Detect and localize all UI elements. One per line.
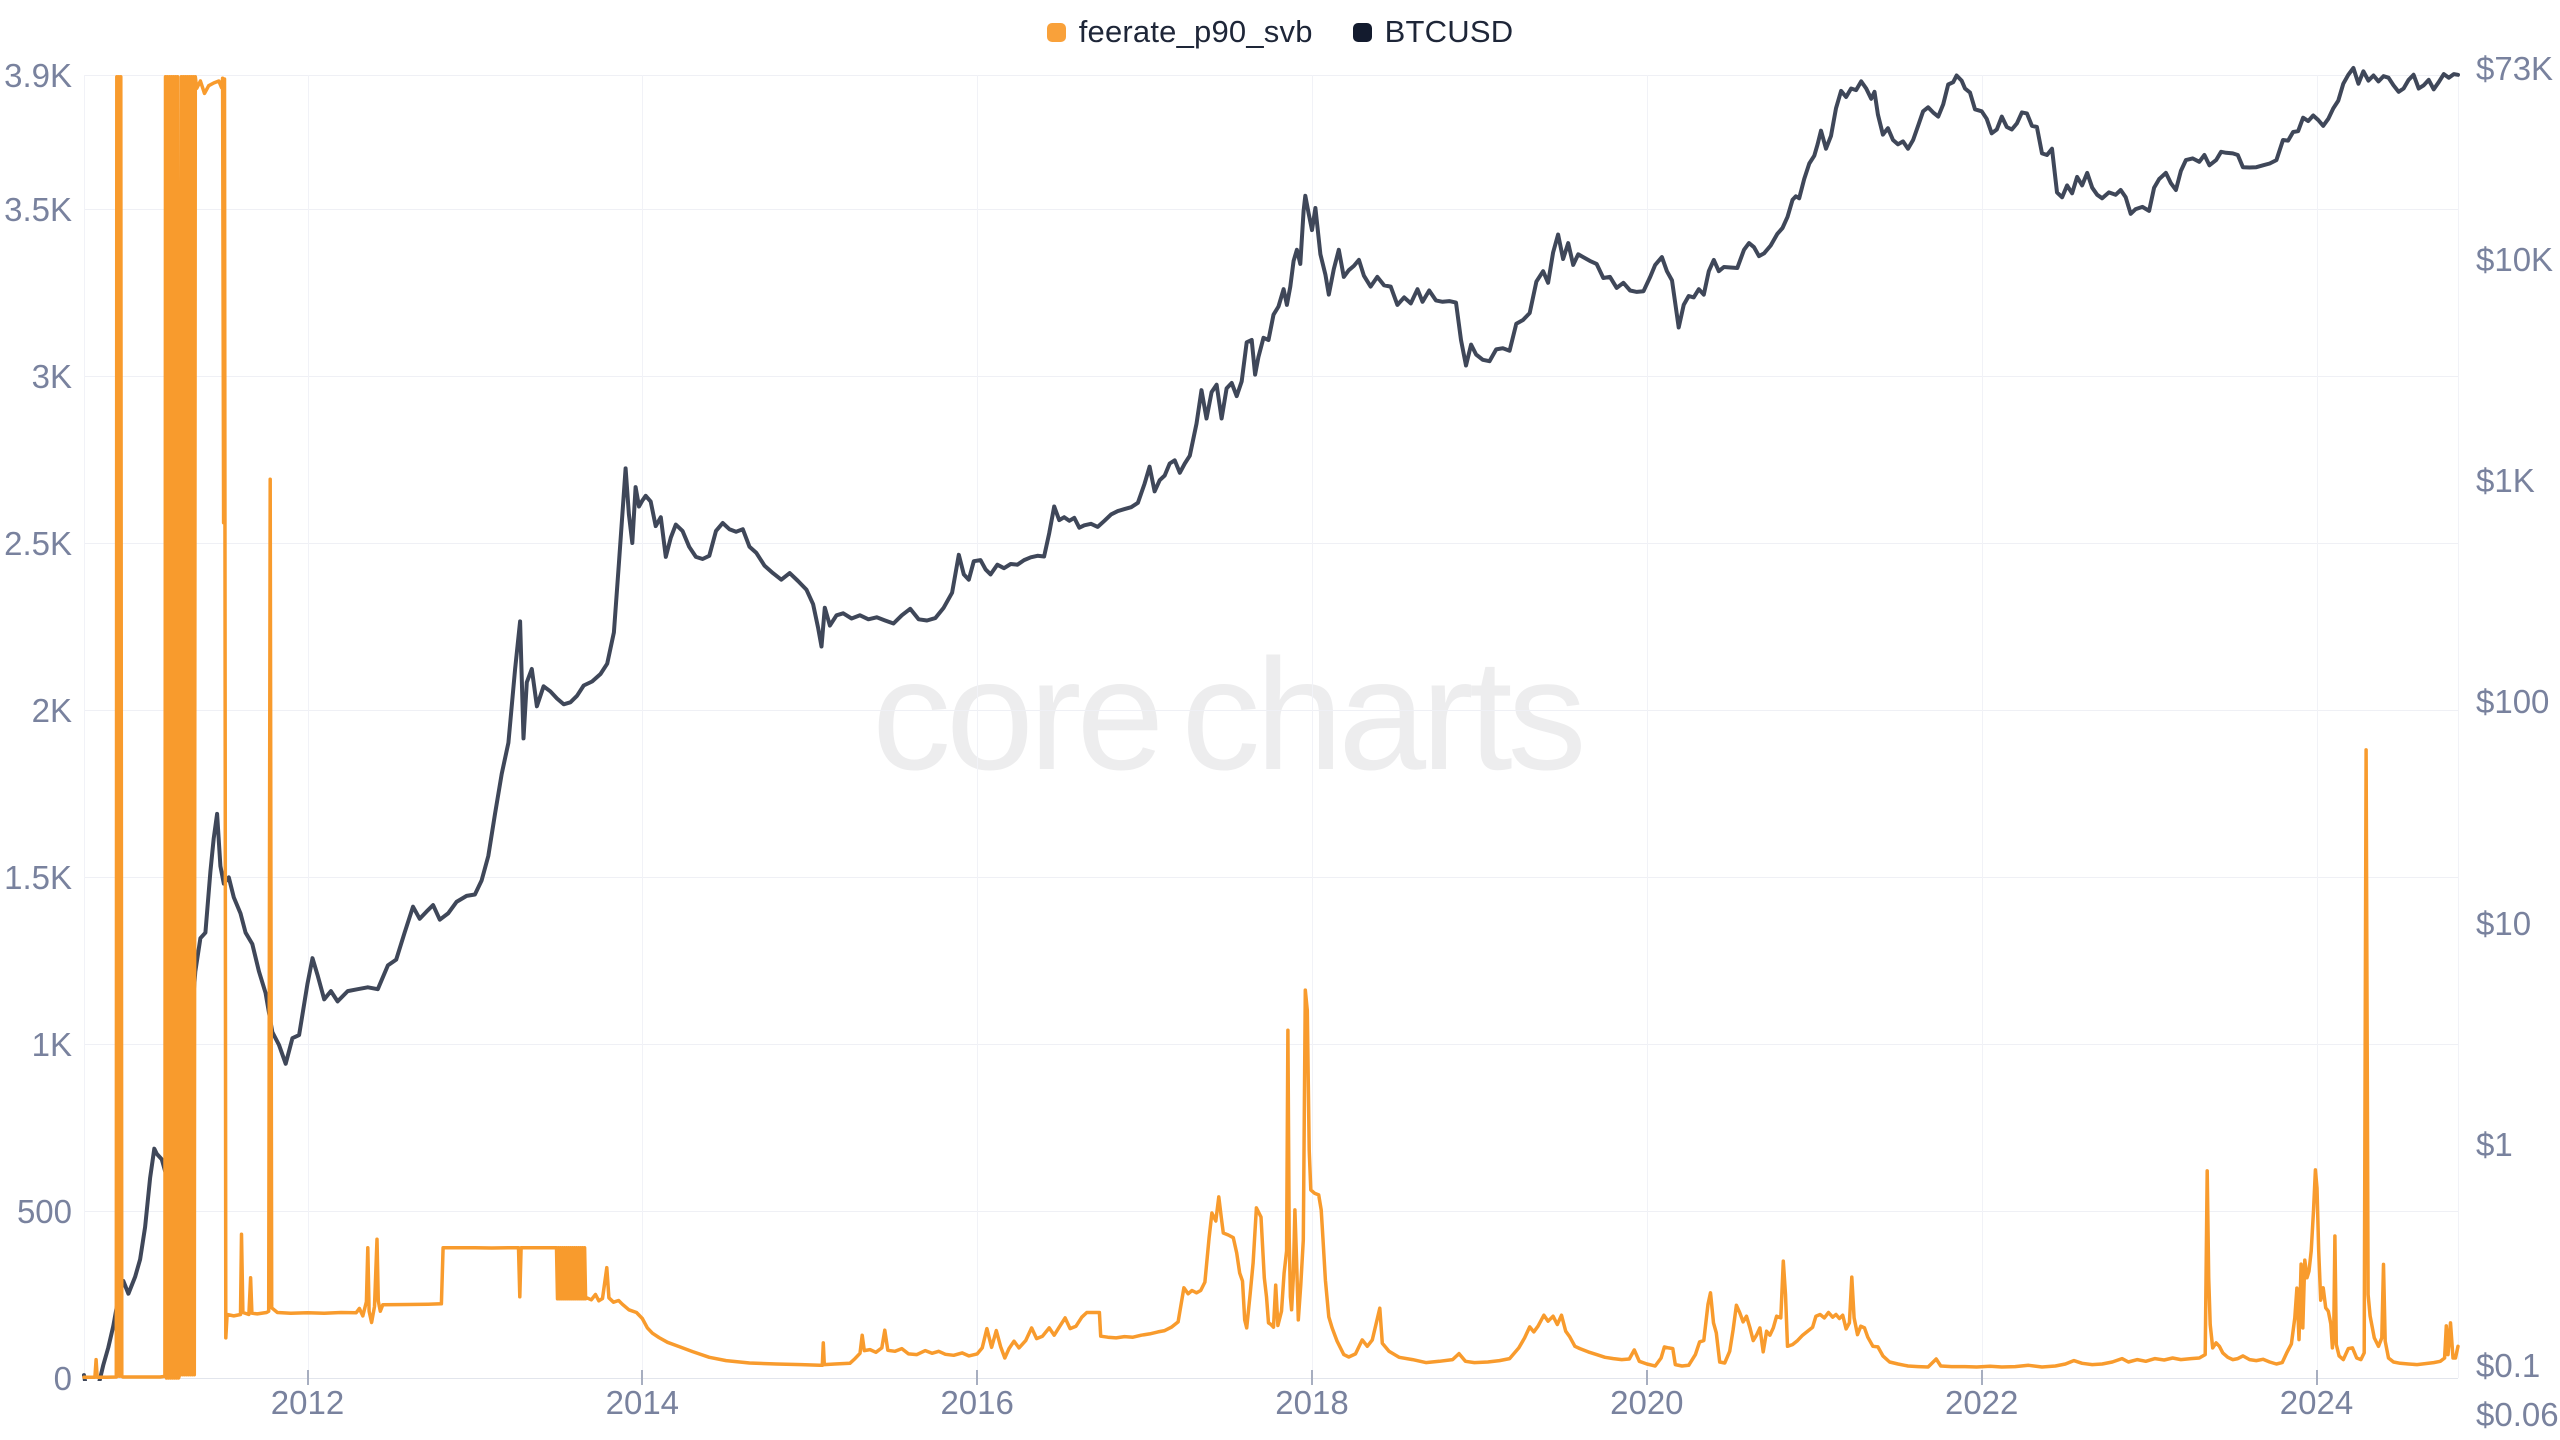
x-axis-label: 2014	[605, 1384, 680, 1421]
gridline-horizontal	[84, 1210, 2458, 1212]
legend-item-feerate-p90-svb[interactable]: feerate_p90_svb	[1046, 14, 1313, 50]
y-axis-right-label: $73K	[2476, 50, 2554, 87]
x-axis-tick	[306, 1370, 309, 1385]
gridline-vertical	[1646, 75, 1648, 1378]
legend-label-feerate: feerate_p90_svb	[1078, 14, 1313, 49]
y-axis-right-label: $100	[2476, 683, 2550, 721]
gridline-vertical	[1312, 75, 1313, 1378]
feerate-legend-swatch-icon	[1046, 22, 1066, 42]
plot-border-vertical	[84, 75, 85, 1378]
gridline-horizontal	[84, 542, 2458, 544]
plot-border-vertical	[2458, 75, 2459, 1378]
legend-label-btcusd: BTCUSD	[1384, 14, 1514, 49]
x-axis-tick	[1645, 1370, 1648, 1385]
y-axis-right-label: $10	[2476, 904, 2532, 942]
x-axis-tick	[1980, 1370, 1983, 1385]
gridline-horizontal	[84, 709, 2458, 711]
gridline-vertical	[2316, 75, 2318, 1378]
btcusd-series-line	[82, 66, 2460, 1381]
x-axis-label: 2020	[1610, 1384, 1684, 1421]
y-axis-left-label: 0	[53, 1360, 72, 1397]
gridline-horizontal	[84, 75, 2458, 76]
x-axis-label: 2016	[940, 1384, 1014, 1421]
y-axis-left-label: 3.9K	[4, 57, 72, 94]
y-axis-left-label: 1K	[31, 1025, 72, 1063]
gridline-vertical	[307, 75, 309, 1378]
x-axis-label: 2022	[1944, 1384, 2019, 1421]
gridline-vertical	[977, 75, 979, 1378]
x-axis-tick	[2315, 1370, 2318, 1385]
gridline-horizontal	[84, 1043, 2458, 1045]
feerate-series-line	[82, 74, 2460, 1380]
x-axis-line	[84, 1378, 2458, 1379]
y-axis-left-label: 1.5K	[4, 858, 72, 896]
x-axis-label: 2018	[1275, 1384, 1349, 1421]
legend: feerate_p90_svb BTCUSD	[0, 14, 2560, 50]
gridline-vertical	[1981, 75, 1983, 1378]
x-axis-tick	[1311, 1370, 1313, 1385]
watermark-core: core	[872, 627, 1164, 803]
y-axis-right-label: $0.06	[2476, 1396, 2559, 1434]
gridline-horizontal	[84, 208, 2458, 210]
y-axis-left-label: 2K	[31, 691, 72, 729]
btcusd-legend-swatch-icon	[1352, 22, 1372, 42]
gridline-vertical	[642, 75, 644, 1378]
y-axis-left-label: 3.5K	[4, 190, 72, 228]
x-axis-label: 2012	[270, 1384, 345, 1421]
legend-item-btcusd[interactable]: BTCUSD	[1352, 14, 1514, 50]
gridline-horizontal	[84, 375, 2458, 377]
x-axis-tick	[641, 1370, 644, 1385]
watermark: core charts	[872, 627, 1587, 803]
y-axis-left-label: 3K	[31, 357, 72, 395]
y-axis-left-label: 500	[16, 1192, 72, 1230]
watermark-charts: charts	[1181, 627, 1586, 803]
y-axis-right-label: $10K	[2476, 240, 2554, 278]
x-axis-tick	[976, 1370, 979, 1385]
gridline-horizontal	[84, 876, 2458, 878]
y-axis-right-label: $1	[2476, 1125, 2513, 1163]
x-axis-label: 2024	[2279, 1384, 2354, 1421]
y-axis-right-label: $1K	[2476, 462, 2535, 500]
y-axis-left-label: 2.5K	[4, 524, 72, 562]
y-axis-right-label: $0.1	[2476, 1346, 2541, 1384]
